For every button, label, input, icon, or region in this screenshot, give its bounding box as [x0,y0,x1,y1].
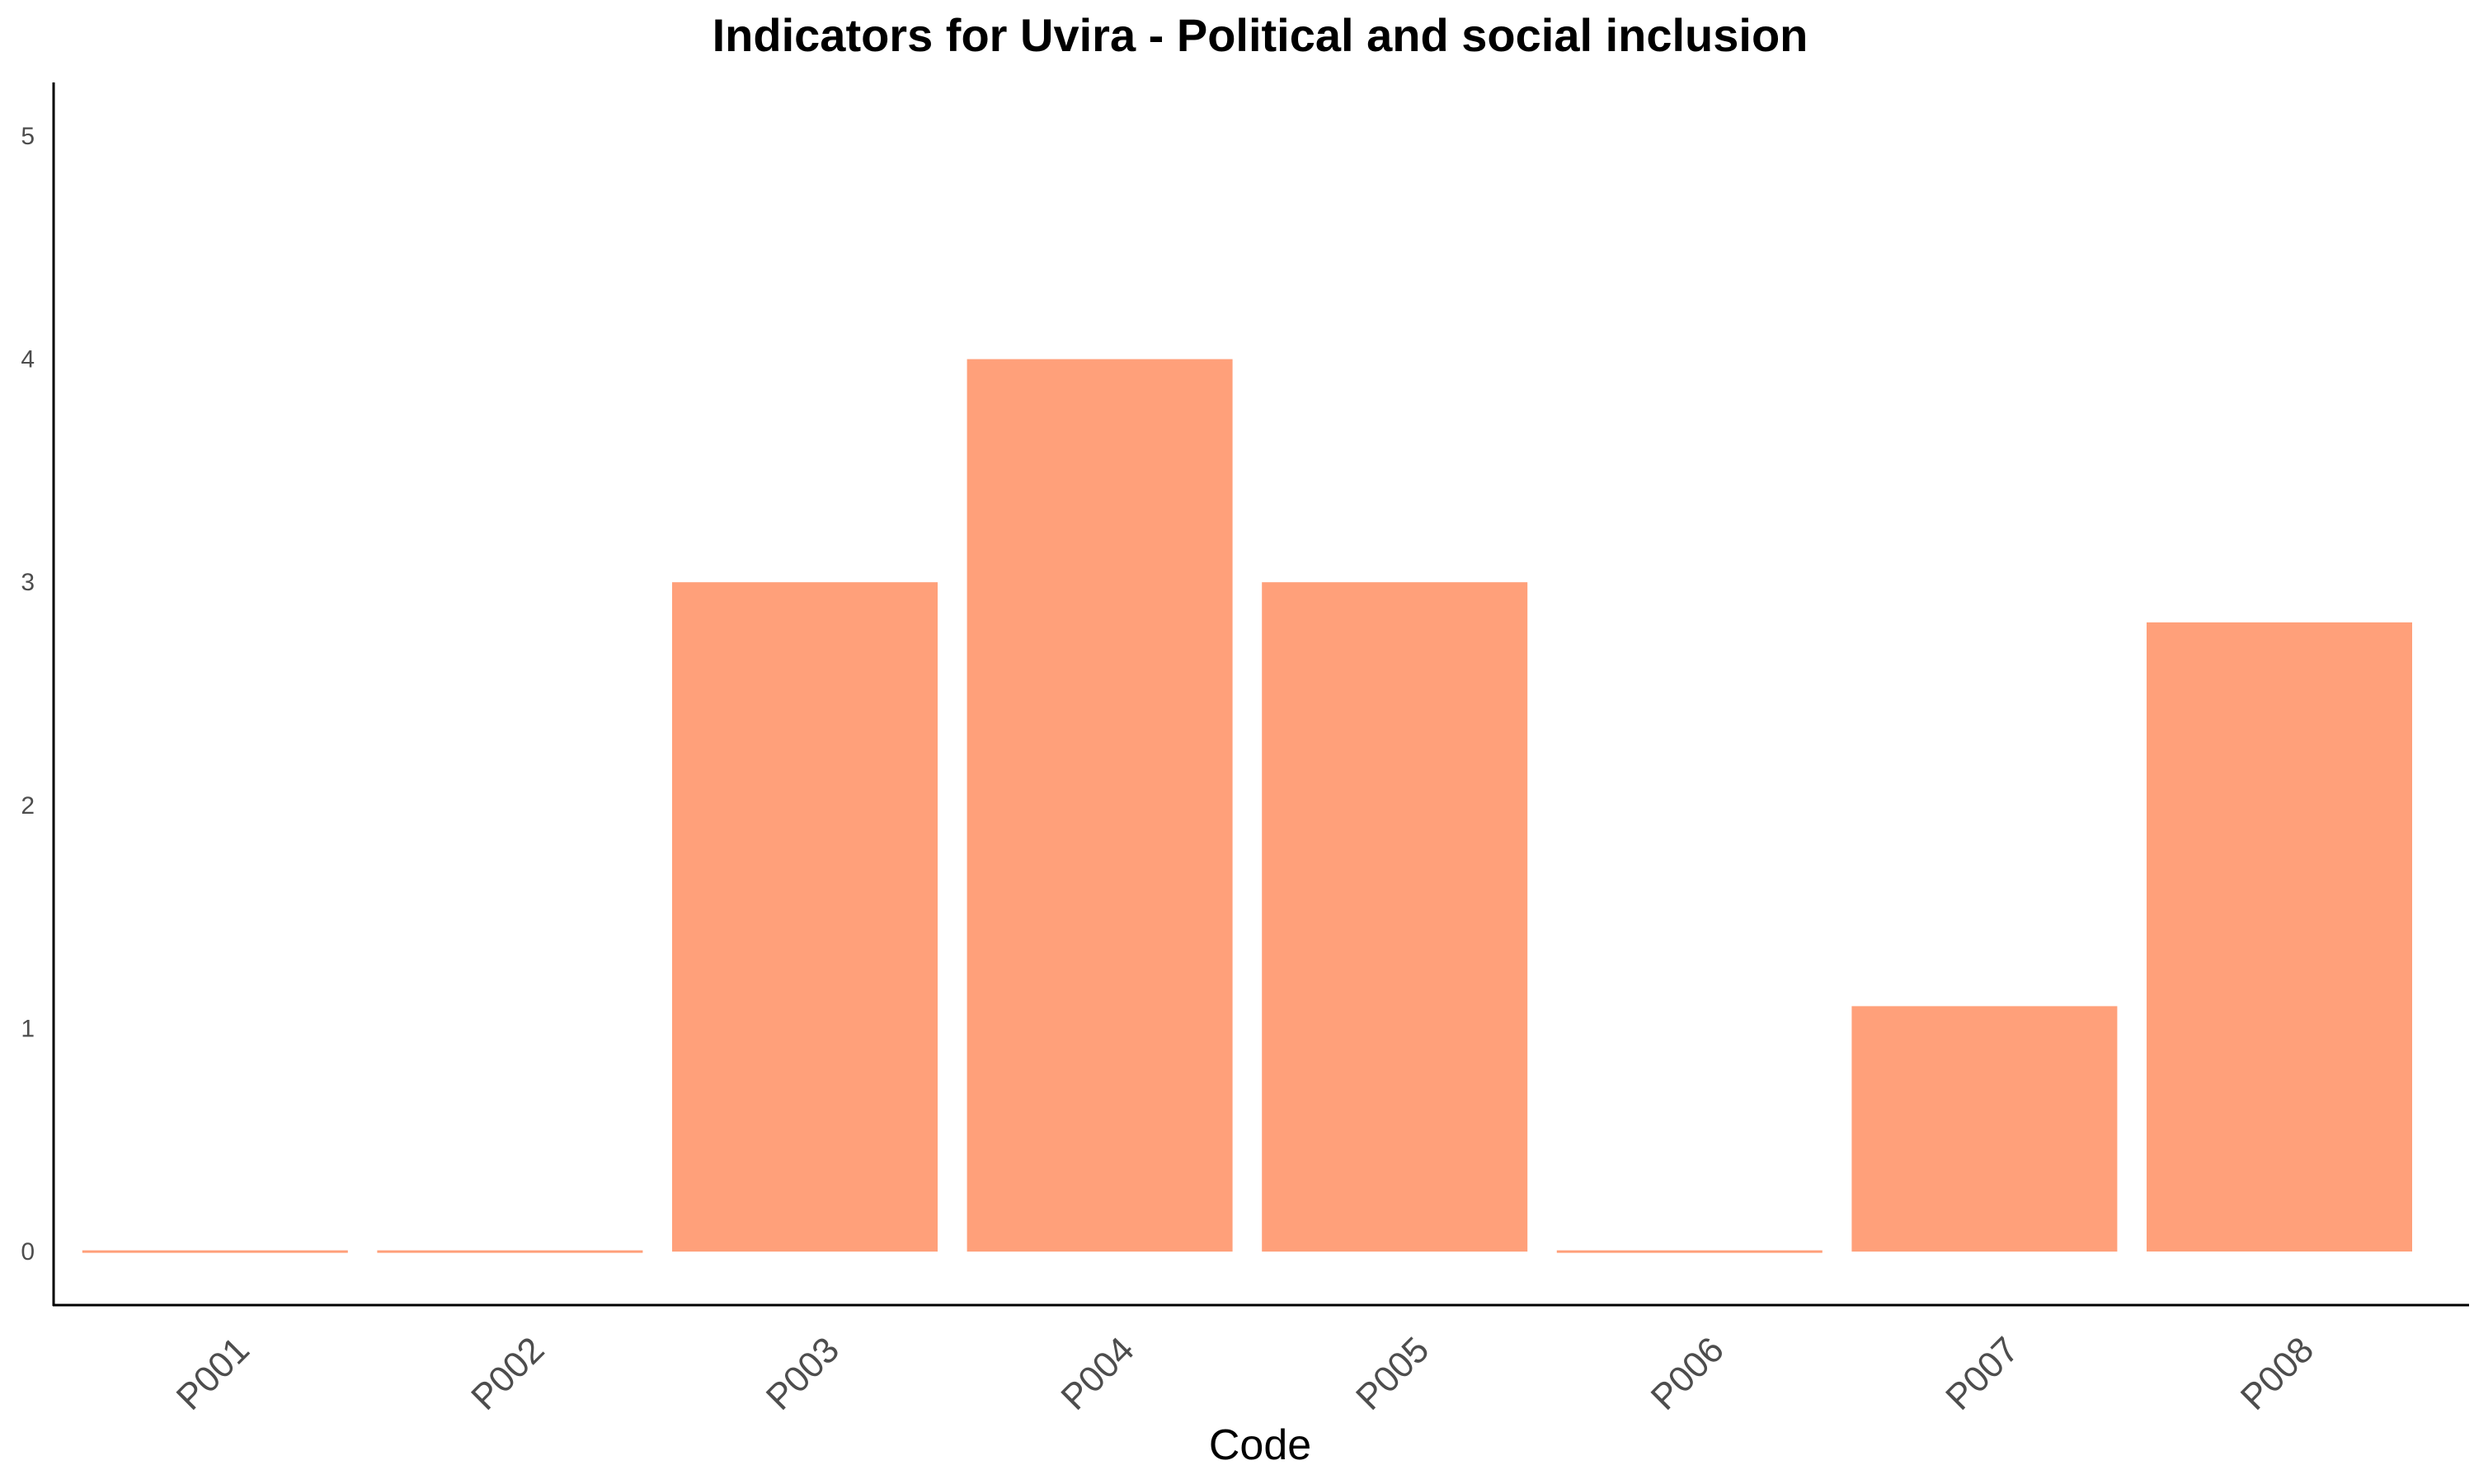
x-tick-label: P008 [2233,1329,2321,1417]
bar-p008 [2147,622,2412,1252]
bar-p007 [1851,1006,2118,1252]
bar-p001 [82,1250,348,1253]
bar-p002 [377,1250,643,1253]
bar-p006 [1556,1250,1823,1253]
y-tick-label: 0 [21,1238,35,1266]
x-tick-label: P005 [1348,1329,1437,1417]
bars-group [82,359,2412,1253]
x-tick-label: P006 [1644,1329,1732,1417]
x-tick-label: P004 [1053,1329,1141,1417]
chart-title: Indicators for Uvira - Political and soc… [713,9,1808,61]
bar-p005 [1262,582,1528,1252]
x-tick-label: P003 [759,1329,847,1417]
x-tick-label: P007 [1938,1329,2026,1417]
y-tick-label: 3 [21,569,35,596]
bar-p004 [967,359,1233,1252]
x-axis-label: Code [1209,1421,1311,1469]
y-tick-label: 2 [21,792,35,819]
x-tick-label: P001 [169,1329,257,1417]
y-tick-label: 5 [21,123,35,150]
y-tick-label: 1 [21,1015,35,1042]
x-tick-label: P002 [463,1329,552,1417]
y-tick-labels: 0 1 2 3 4 5 [21,123,35,1266]
x-tick-labels: P001 P002 P003 P004 P005 P006 P007 P008 [169,1329,2322,1417]
bar-p003 [672,582,938,1252]
y-tick-label: 4 [21,346,35,373]
